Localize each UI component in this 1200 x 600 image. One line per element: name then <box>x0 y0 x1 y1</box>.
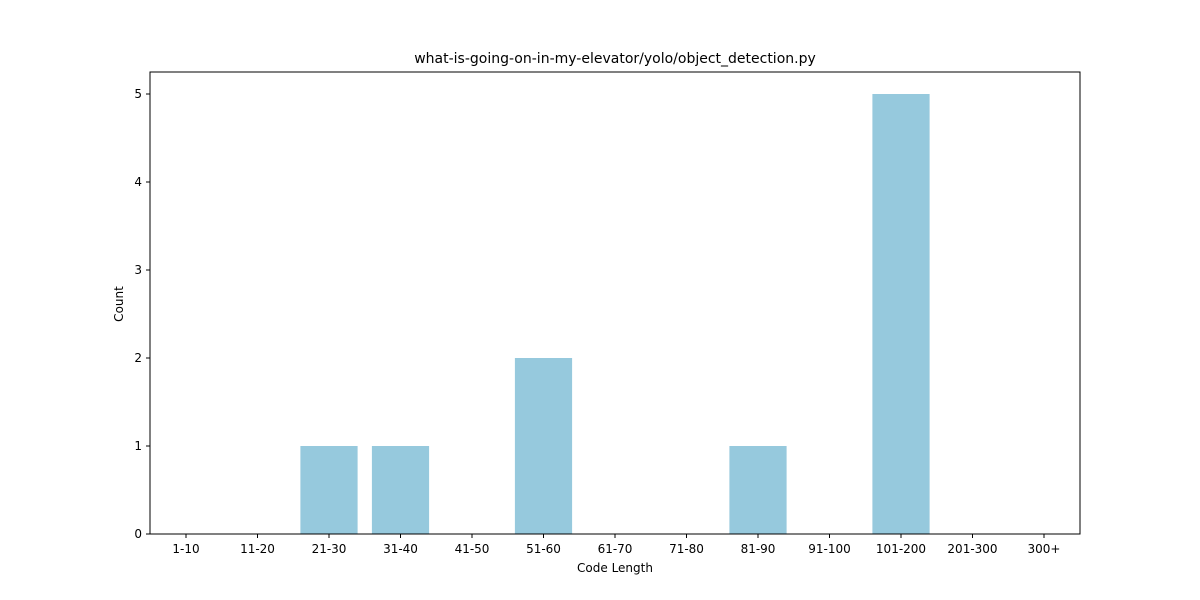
x-tick-label: 51-60 <box>526 542 561 556</box>
x-tick-label: 101-200 <box>876 542 926 556</box>
x-tick-label: 71-80 <box>669 542 704 556</box>
x-tick-label: 1-10 <box>172 542 199 556</box>
x-tick-label: 300+ <box>1028 542 1061 556</box>
x-tick-label: 31-40 <box>383 542 418 556</box>
x-axis-label: Code Length <box>577 561 653 575</box>
x-tick-label: 11-20 <box>240 542 275 556</box>
y-axis-label: Count <box>112 286 126 322</box>
x-tick-label: 201-300 <box>947 542 997 556</box>
y-tick-label: 4 <box>134 175 142 189</box>
bar-31-40 <box>371 446 430 534</box>
bar-21-30 <box>300 446 358 534</box>
y-tick-label: 1 <box>134 439 142 453</box>
x-tick-label: 91-100 <box>808 542 851 556</box>
x-tick-label: 41-50 <box>455 542 490 556</box>
x-tick-label: 61-70 <box>598 542 633 556</box>
bar-81-90 <box>729 446 787 534</box>
bars-group <box>300 94 930 534</box>
bar-51-60 <box>514 358 573 534</box>
y-axis-ticks: 0 1 2 3 4 5 <box>134 87 150 541</box>
x-tick-label: 81-90 <box>741 542 776 556</box>
x-tick-label: 21-30 <box>312 542 347 556</box>
chart-title: what-is-going-on-in-my-elevator/yolo/obj… <box>414 51 816 67</box>
y-tick-label: 0 <box>134 527 142 541</box>
x-axis-ticks: 1-10 11-20 21-30 31-40 41-50 51-60 61-70 71-80 8… <box>172 534 1060 556</box>
bar-101-200 <box>872 94 930 534</box>
y-tick-label: 2 <box>134 351 142 365</box>
y-tick-label: 3 <box>134 263 142 277</box>
y-tick-label: 5 <box>134 87 142 101</box>
